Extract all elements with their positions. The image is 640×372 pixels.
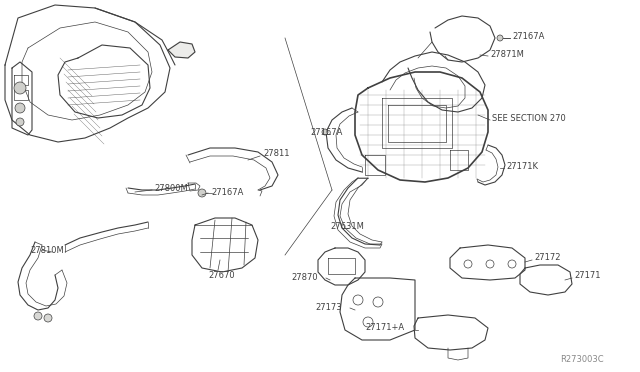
Text: 27800M: 27800M	[154, 183, 188, 192]
Text: 27811: 27811	[263, 148, 289, 157]
Text: 27871M: 27871M	[490, 49, 524, 58]
Text: 27670: 27670	[208, 270, 235, 279]
Text: 27167A: 27167A	[512, 32, 545, 41]
Circle shape	[44, 314, 52, 322]
Circle shape	[14, 82, 26, 94]
Circle shape	[16, 118, 24, 126]
Text: 27171K: 27171K	[506, 161, 538, 170]
Circle shape	[15, 103, 25, 113]
Circle shape	[497, 35, 503, 41]
Circle shape	[198, 189, 206, 197]
Text: 27167A: 27167A	[310, 128, 342, 137]
Text: 27171+A: 27171+A	[366, 324, 405, 333]
Circle shape	[322, 129, 328, 135]
Text: 27870: 27870	[291, 273, 318, 282]
Text: SEE SECTION 270: SEE SECTION 270	[492, 113, 566, 122]
Circle shape	[34, 312, 42, 320]
Text: 27810M: 27810M	[30, 246, 64, 254]
Text: R273003C: R273003C	[560, 356, 604, 365]
Text: 27173: 27173	[316, 302, 342, 311]
Text: 27167A: 27167A	[211, 187, 243, 196]
Text: 27631M: 27631M	[330, 221, 364, 231]
Text: 27172: 27172	[534, 253, 561, 263]
Polygon shape	[168, 42, 195, 58]
Text: 27171: 27171	[574, 272, 600, 280]
